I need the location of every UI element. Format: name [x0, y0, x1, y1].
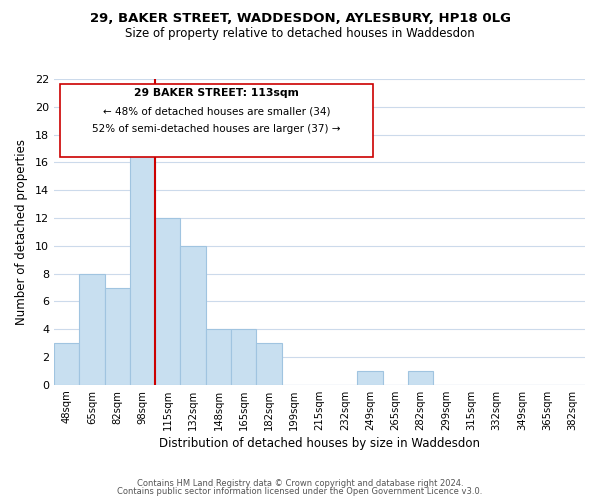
Bar	[181, 246, 206, 385]
Bar	[256, 343, 281, 385]
Y-axis label: Number of detached properties: Number of detached properties	[15, 139, 28, 325]
Text: 29, BAKER STREET, WADDESDON, AYLESBURY, HP18 0LG: 29, BAKER STREET, WADDESDON, AYLESBURY, …	[89, 12, 511, 26]
Bar	[358, 371, 383, 385]
Text: 52% of semi-detached houses are larger (37) →: 52% of semi-detached houses are larger (…	[92, 124, 341, 134]
Bar	[54, 343, 79, 385]
Bar	[130, 134, 155, 385]
Text: Size of property relative to detached houses in Waddesdon: Size of property relative to detached ho…	[125, 28, 475, 40]
Bar	[79, 274, 104, 385]
Bar	[104, 288, 130, 385]
Bar	[155, 218, 181, 385]
Text: 29 BAKER STREET: 113sqm: 29 BAKER STREET: 113sqm	[134, 88, 299, 98]
Bar	[206, 329, 231, 385]
Bar	[408, 371, 433, 385]
X-axis label: Distribution of detached houses by size in Waddesdon: Distribution of detached houses by size …	[159, 437, 480, 450]
Text: Contains HM Land Registry data © Crown copyright and database right 2024.: Contains HM Land Registry data © Crown c…	[137, 478, 463, 488]
Bar	[231, 329, 256, 385]
Text: ← 48% of detached houses are smaller (34): ← 48% of detached houses are smaller (34…	[103, 106, 330, 116]
Text: Contains public sector information licensed under the Open Government Licence v3: Contains public sector information licen…	[118, 487, 482, 496]
